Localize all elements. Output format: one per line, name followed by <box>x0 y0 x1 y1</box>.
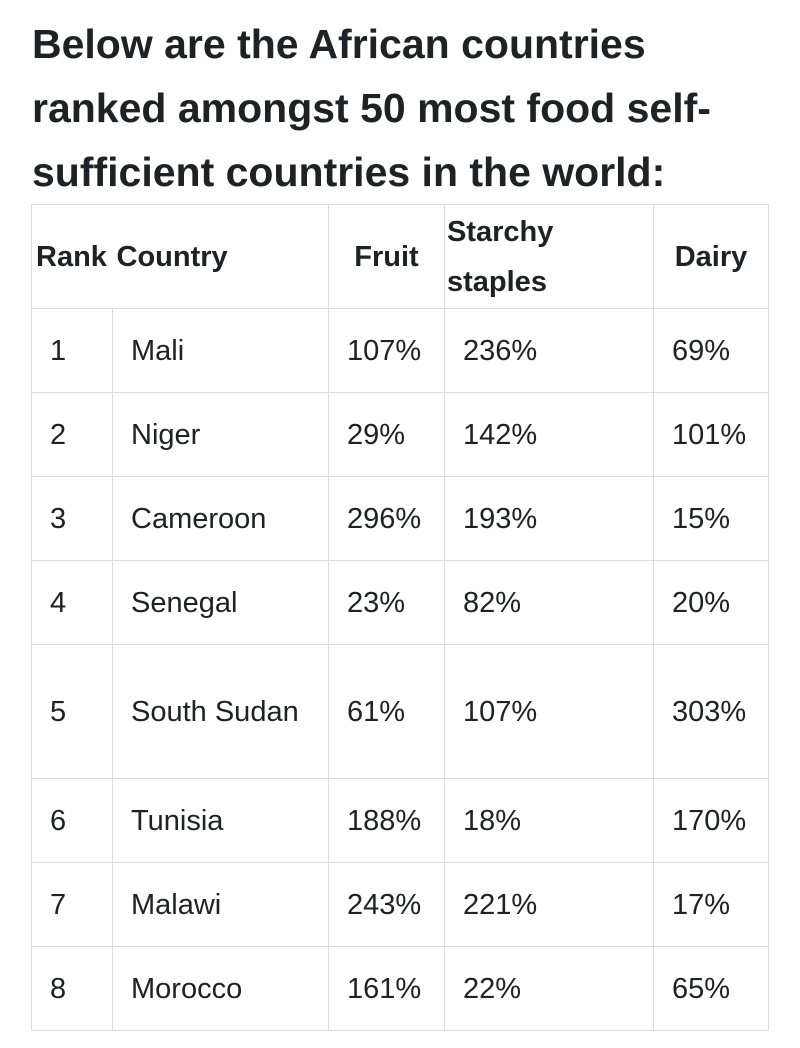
table-row: 6 Tunisia 188% 18% 170% <box>31 778 769 863</box>
ranking-table-container: Rank Country Fruit Starchy staples Dairy… <box>31 204 769 1031</box>
cell-country: Morocco <box>112 946 329 1031</box>
cell-rank: 2 <box>31 392 113 477</box>
cell-fruit: 23% <box>328 560 445 645</box>
header-country: Country <box>112 204 329 309</box>
header-rank: Rank <box>31 204 113 309</box>
cell-fruit: 161% <box>328 946 445 1031</box>
cell-country: South Sudan <box>112 644 329 779</box>
cell-rank: 5 <box>31 644 113 779</box>
table-row: 4 Senegal 23% 82% 20% <box>31 560 769 645</box>
cell-dairy: 15% <box>653 476 769 561</box>
cell-dairy: 170% <box>653 778 769 863</box>
cell-starchy: 107% <box>444 644 654 779</box>
header-starchy-line1: Starchy <box>447 215 554 248</box>
cell-fruit: 107% <box>328 308 445 393</box>
header-dairy: Dairy <box>653 204 769 309</box>
table-row: 3 Cameroon 296% 193% 15% <box>31 476 769 561</box>
table-row: 5 South Sudan 61% 107% 303% <box>31 644 769 779</box>
cell-dairy: 65% <box>653 946 769 1031</box>
food-self-sufficiency-table: Rank Country Fruit Starchy staples Dairy… <box>31 204 769 1031</box>
cell-fruit: 243% <box>328 862 445 947</box>
cell-starchy: 193% <box>444 476 654 561</box>
header-starchy-staples: Starchy staples <box>444 204 654 309</box>
table-header-row: Rank Country Fruit Starchy staples Dairy <box>31 204 769 309</box>
cell-fruit: 61% <box>328 644 445 779</box>
cell-country: Tunisia <box>112 778 329 863</box>
cell-rank: 6 <box>31 778 113 863</box>
header-fruit: Fruit <box>328 204 445 309</box>
cell-country: Malawi <box>112 862 329 947</box>
cell-rank: 8 <box>31 946 113 1031</box>
header-starchy-line2: staples <box>447 265 547 298</box>
page-heading: Below are the African countries ranked a… <box>32 21 711 195</box>
cell-country: Niger <box>112 392 329 477</box>
cell-rank: 1 <box>31 308 113 393</box>
cell-dairy: 20% <box>653 560 769 645</box>
table-row: 8 Morocco 161% 22% 65% <box>31 946 769 1031</box>
cell-fruit: 188% <box>328 778 445 863</box>
cell-starchy: 221% <box>444 862 654 947</box>
cell-starchy: 82% <box>444 560 654 645</box>
cell-rank: 7 <box>31 862 113 947</box>
table-row: 2 Niger 29% 142% 101% <box>31 392 769 477</box>
cell-starchy: 142% <box>444 392 654 477</box>
cell-country: Mali <box>112 308 329 393</box>
cell-country: Senegal <box>112 560 329 645</box>
table-row: 7 Malawi 243% 221% 17% <box>31 862 769 947</box>
cell-starchy: 236% <box>444 308 654 393</box>
table-row: 1 Mali 107% 236% 69% <box>31 308 769 393</box>
cell-starchy: 18% <box>444 778 654 863</box>
cell-dairy: 17% <box>653 862 769 947</box>
cell-dairy: 303% <box>653 644 769 779</box>
cell-starchy: 22% <box>444 946 654 1031</box>
cell-country: Cameroon <box>112 476 329 561</box>
cell-rank: 3 <box>31 476 113 561</box>
cell-fruit: 296% <box>328 476 445 561</box>
cell-rank: 4 <box>31 560 113 645</box>
cell-dairy: 101% <box>653 392 769 477</box>
cell-fruit: 29% <box>328 392 445 477</box>
cell-dairy: 69% <box>653 308 769 393</box>
